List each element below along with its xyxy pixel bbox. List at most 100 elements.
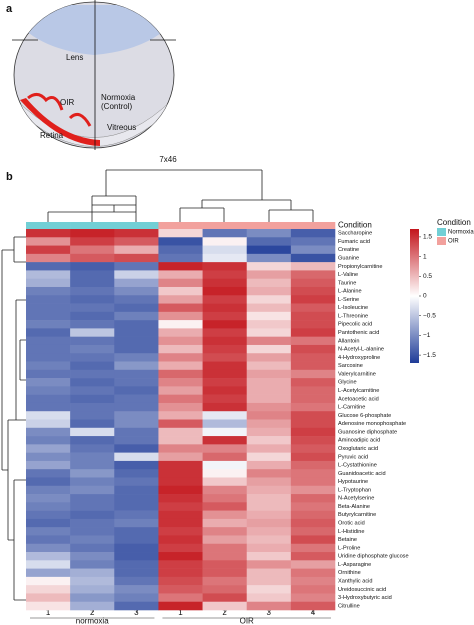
row-label: L-Tryptophan [338,487,371,493]
diagram-label: OIR [60,98,74,107]
legend-title: Condition [437,218,471,227]
heat-cell [290,485,336,495]
heat-cell [26,527,71,536]
condition-cell [158,222,203,229]
heat-cell [290,311,336,321]
row-label: Hypotaurine [338,479,368,485]
row-label: L-Alanine [338,289,362,295]
heat-cell [26,344,71,354]
heat-cell [114,444,159,453]
heat-cell [202,543,248,553]
heat-cell [158,411,203,420]
heat-cell [70,419,115,429]
row-label: Xanthylic acid [338,578,373,584]
heat-cell [158,552,203,561]
condition-cell [26,222,71,229]
heat-cell [114,560,159,569]
heat-cell [246,576,292,586]
heat-cell [26,361,71,371]
heat-cell [158,262,203,271]
colorbar-tick-label: −1.5 [423,352,436,359]
heat-cell [290,419,336,429]
heat-cell [114,394,159,404]
heat-cell [202,286,248,296]
group-label: OIR [240,617,254,625]
heat-cell [114,411,159,420]
row-label: Pipecolic acid [338,322,372,328]
heat-cell [26,502,71,511]
heat-cell [158,527,203,536]
retina-vessels [27,93,92,127]
heat-cell [70,436,115,445]
heat-cell [290,452,336,462]
heat-cell [246,394,292,404]
heat-cell [70,477,115,487]
heat-cell [202,568,248,578]
heat-cell [70,427,115,437]
heat-cell [114,510,159,520]
row-label: Butyrylcarnitine [338,512,376,518]
heat-cell [202,361,248,371]
heat-cell [70,502,115,511]
heat-cell [290,543,336,553]
row-label: Ornithine [338,570,361,576]
heat-cell [202,502,248,511]
heat-cell [290,444,336,453]
row-label: Aminoadipic acid [338,438,380,444]
legend-label: OIR [448,239,459,245]
heat-cell [70,229,115,238]
row-label: 3-Hydroxybutyric acid [338,595,392,601]
heat-cell [70,286,115,296]
heat-cell [26,295,71,304]
heat-cell [202,518,248,528]
heat-cell [158,543,203,553]
heat-cell [114,361,159,371]
heat-cell [26,270,71,279]
heat-cell [202,560,248,569]
heat-cell [158,320,203,329]
row-label: Glycine [338,380,357,386]
heat-cell [202,386,248,395]
panel-label: b [6,171,13,183]
heat-cell [290,328,336,337]
diagram-label: Vitreous [107,123,136,132]
heat-cell [114,353,159,362]
heat-cell [26,469,71,478]
heat-cell [26,510,71,520]
heat-cell [246,402,292,412]
heat-cell [246,286,292,296]
heat-cell [70,336,115,346]
condition-label: Condition [338,221,372,230]
heat-cell [290,278,336,288]
heat-cell [70,394,115,404]
heat-cell [70,378,115,387]
row-label: Valerylcarnitine [338,371,376,377]
heat-cell [114,477,159,487]
heat-cell [246,353,292,362]
row-label: Sarcosine [338,363,363,369]
heat-cell [158,311,203,321]
heat-cell [202,378,248,387]
heat-cell [70,601,115,611]
heat-cell [246,510,292,520]
heat-cell [290,286,336,296]
heat-cell [26,427,71,437]
heat-cell [26,311,71,321]
heat-cell [70,494,115,503]
row-label: L-Proline [338,545,360,551]
heat-cell [246,460,292,470]
heat-cell [26,402,71,412]
heat-cell [26,286,71,296]
heat-cell [290,253,336,263]
heat-cell [158,469,203,478]
heat-cell [114,278,159,288]
heat-cell [202,494,248,503]
heat-cell [26,303,71,313]
heat-cell [202,328,248,337]
heat-cell [246,303,292,313]
row-label: 4-Hydroxyproline [338,355,380,361]
heat-cell [158,278,203,288]
heat-cell [158,452,203,462]
heat-cell [26,601,71,611]
